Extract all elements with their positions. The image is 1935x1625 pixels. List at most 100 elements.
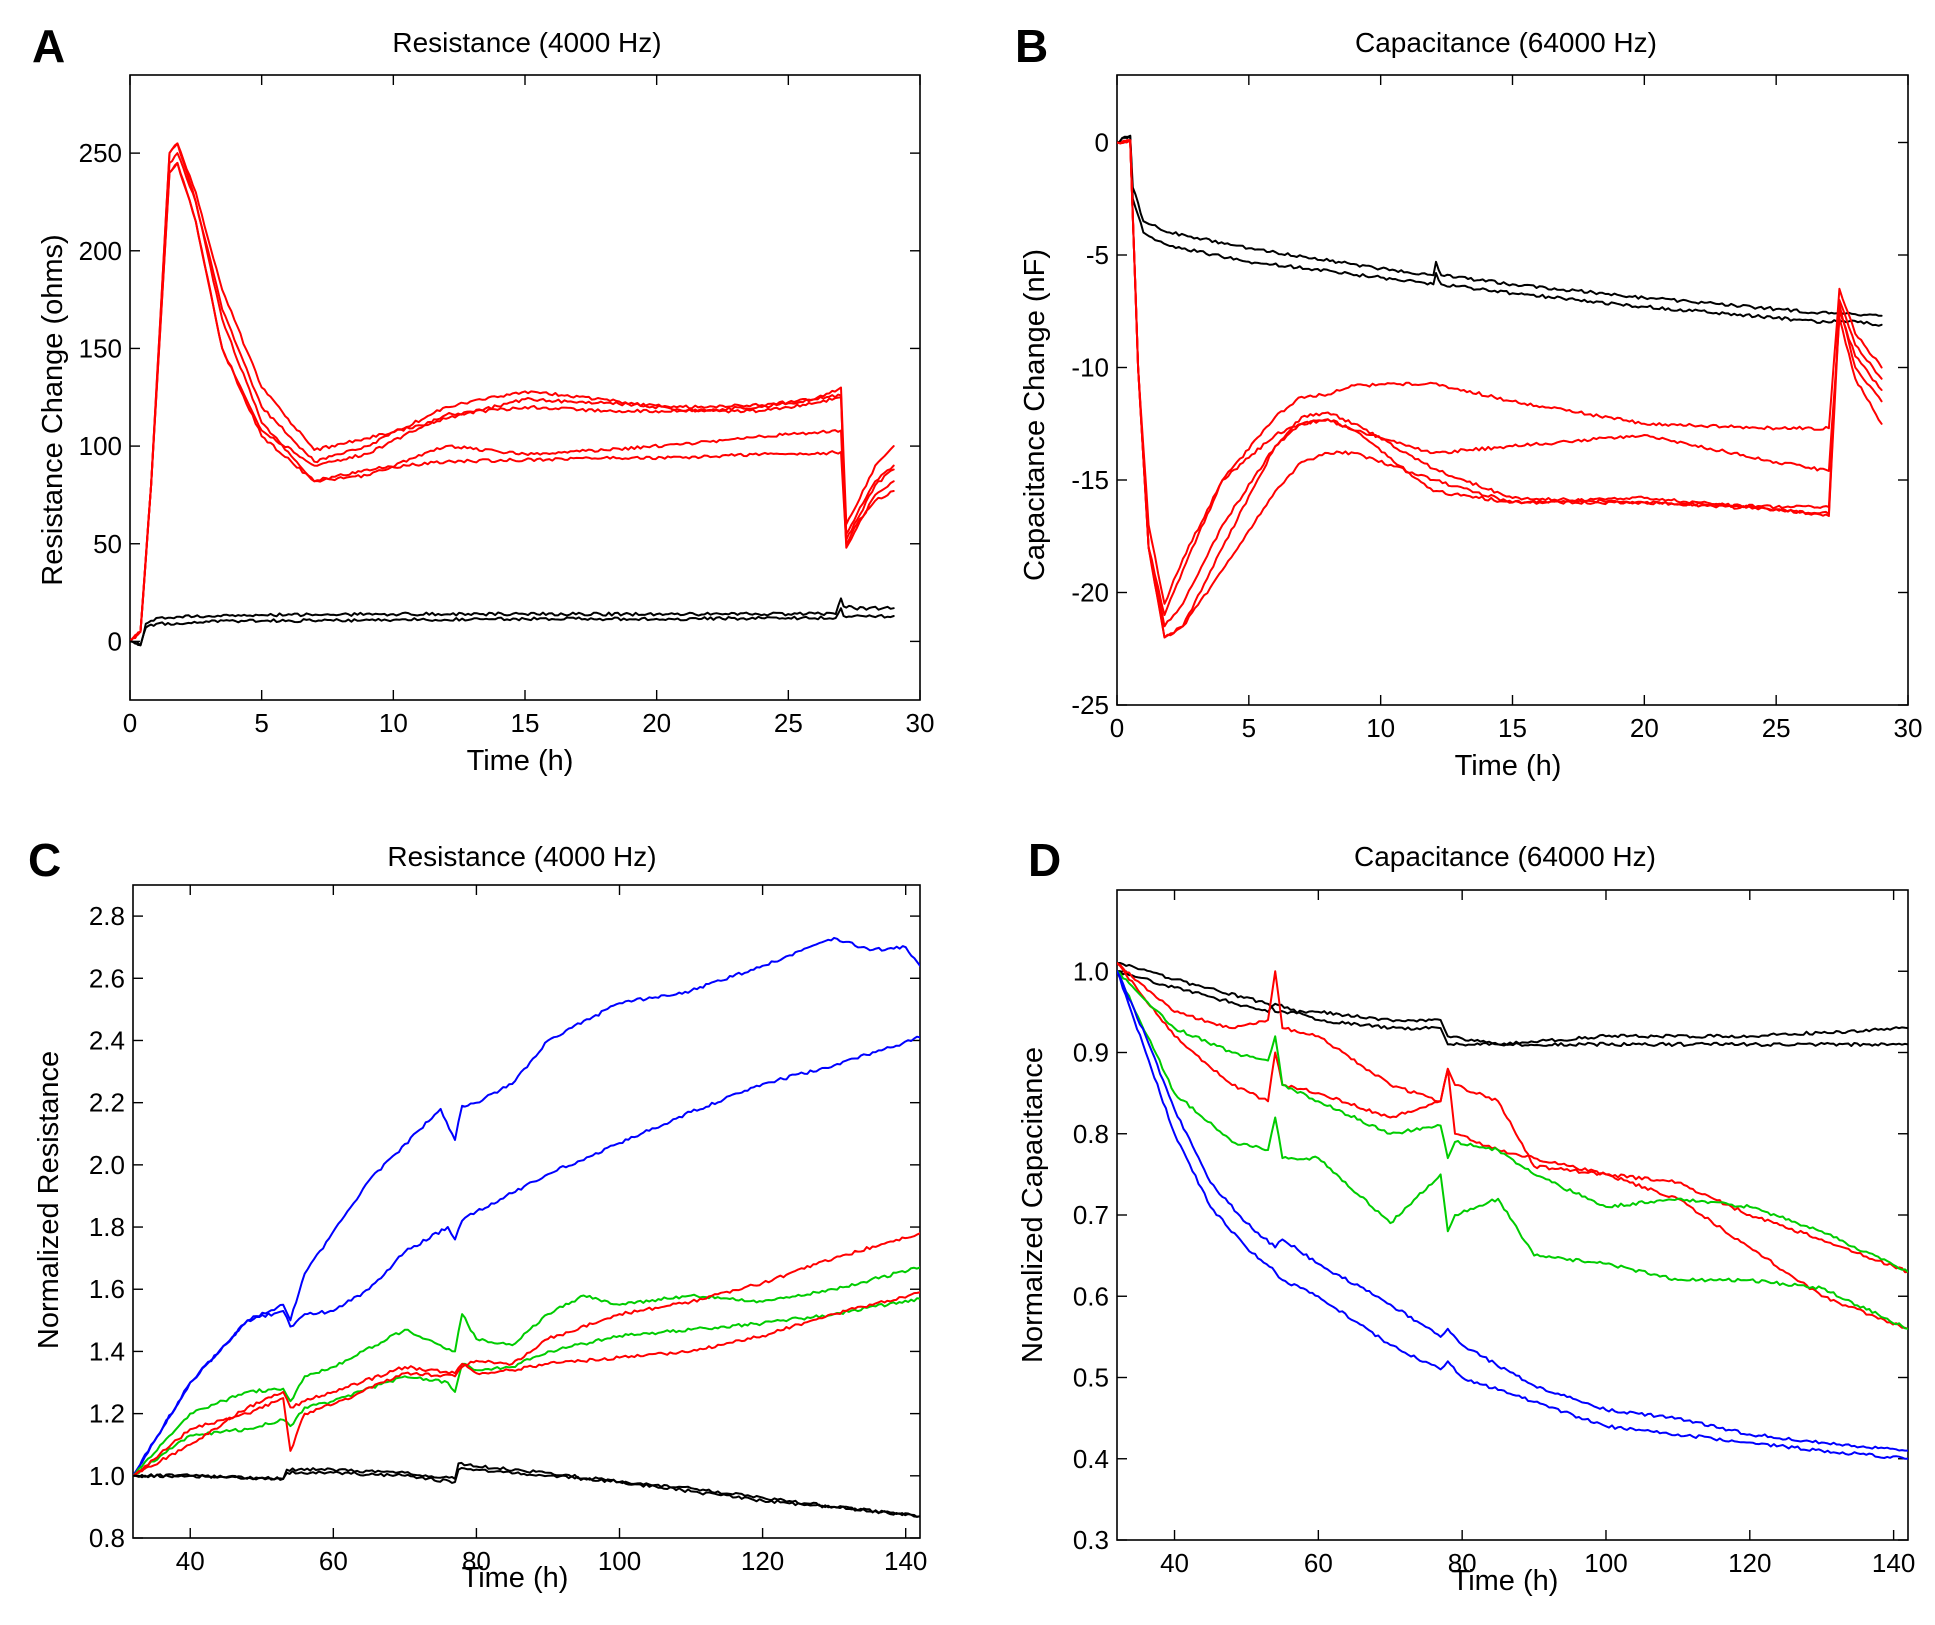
panel-b-plot-area	[1116, 74, 1909, 706]
series-line-blue-1	[133, 936, 920, 1477]
panel-c-plot-area	[132, 884, 921, 1539]
series-line-treated-3	[130, 152, 895, 643]
x-tick-label: 120	[741, 1546, 784, 1576]
x-tick-label: 0	[1110, 713, 1124, 743]
y-tick-label: 150	[79, 333, 122, 363]
panel-d-ylabel: Normalized Capacitance	[1017, 1047, 1049, 1363]
series-line-treated-2	[130, 142, 895, 643]
y-tick-label: 250	[79, 138, 122, 168]
panel-a-plot-area	[129, 74, 921, 701]
series-line-green-2	[1117, 970, 1908, 1330]
panel-c: C Resistance (4000 Hz) Time (h) Normaliz…	[28, 834, 927, 1594]
x-tick-label: 20	[642, 708, 671, 738]
y-tick-label: 2.2	[89, 1088, 125, 1118]
series-line-treated-5	[1117, 139, 1883, 605]
series-line-control-2	[1117, 134, 1883, 327]
y-tick-label: 200	[79, 236, 122, 266]
x-tick-label: 5	[1242, 713, 1256, 743]
panel-c-xlabel: Time (h)	[462, 1562, 569, 1594]
x-tick-label: 60	[319, 1546, 348, 1576]
y-tick-label: -10	[1071, 353, 1109, 383]
panel-d-plot-area	[1116, 889, 1909, 1541]
series-line-black-1	[133, 1461, 920, 1518]
panel-letter-a: A	[32, 20, 65, 72]
panel-letter-d: D	[1028, 834, 1061, 886]
x-tick-label: 80	[1448, 1548, 1477, 1578]
series-line-treated-2	[1117, 139, 1883, 616]
y-tick-label: 0.5	[1073, 1363, 1109, 1393]
series-line-blue-2	[133, 1035, 920, 1477]
panel-letter-c: C	[28, 834, 61, 886]
x-tick-label: 30	[906, 708, 935, 738]
panel-a-title: Resistance (4000 Hz)	[392, 27, 661, 58]
y-tick-label: -15	[1071, 465, 1109, 495]
panel-d-title: Capacitance (64000 Hz)	[1354, 841, 1656, 872]
x-tick-label: 120	[1728, 1548, 1771, 1578]
panel-d-ticks: 40 60 80 100 120 140 0.3 0.4 0.5 0.6 0.7 0.8 0.9 1.0	[1073, 890, 1915, 1578]
x-tick-label: 25	[774, 708, 803, 738]
x-tick-label: 60	[1304, 1548, 1333, 1578]
panel-b: B Capacitance (64000 Hz) Time (h) Capaci…	[1015, 20, 1922, 782]
panel-b-axes-frame	[1116, 74, 1909, 706]
panel-c-ylabel: Normalized Resistance	[33, 1051, 65, 1349]
series-line-control-1	[1117, 134, 1883, 317]
series-line-blue-2	[1117, 970, 1908, 1460]
panel-a-xlabel: Time (h)	[467, 745, 574, 777]
x-tick-label: 140	[1872, 1548, 1915, 1578]
series-line-treated-4	[1117, 139, 1883, 628]
panel-d-xlabel: Time (h)	[1452, 1565, 1559, 1597]
x-tick-label: 0	[123, 708, 137, 738]
panel-d-axes-frame	[1116, 889, 1909, 1541]
series-line-treated-5	[130, 142, 895, 643]
y-tick-label: 0.8	[1073, 1119, 1109, 1149]
y-tick-label: 0	[108, 626, 122, 656]
y-tick-label: 1.0	[1073, 956, 1109, 986]
y-tick-label: 0.9	[1073, 1038, 1109, 1068]
panel-a-ylabel: Resistance Change (ohms)	[37, 234, 69, 585]
series-line-treated-4	[130, 161, 895, 643]
series-line-green-2	[133, 1297, 920, 1477]
y-tick-label: 1.4	[89, 1336, 125, 1366]
panel-a-ticks: 0 5 10 15 20 25 30 0 50 100 150 200 250	[79, 75, 935, 738]
series-line-red-1	[1117, 962, 1908, 1274]
panel-a-axes-frame	[129, 74, 921, 701]
series-line-red-1	[133, 1232, 920, 1477]
x-tick-label: 25	[1762, 713, 1791, 743]
y-tick-label: 1.8	[89, 1212, 125, 1242]
y-tick-label: 50	[93, 529, 122, 559]
y-tick-label: 0.8	[89, 1523, 125, 1553]
series-line-black-2	[1117, 970, 1908, 1047]
panel-d: D Capacitance (64000 Hz) Time (h) Normal…	[1017, 834, 1915, 1597]
panel-a: A Resistance (4000 Hz) Time (h) Resistan…	[32, 20, 934, 777]
y-tick-label: 1.6	[89, 1274, 125, 1304]
series-line-black-2	[133, 1467, 920, 1518]
series-line-red-2	[133, 1291, 920, 1477]
y-tick-label: 2.0	[89, 1150, 125, 1180]
x-tick-label: 30	[1894, 713, 1923, 743]
x-tick-label: 100	[1584, 1548, 1627, 1578]
series-line-treated-1	[1117, 139, 1883, 639]
x-tick-label: 20	[1630, 713, 1659, 743]
y-tick-label: 0.6	[1073, 1281, 1109, 1311]
y-tick-label: 100	[79, 431, 122, 461]
y-tick-label: -25	[1071, 690, 1109, 720]
panel-b-title: Capacitance (64000 Hz)	[1355, 27, 1657, 58]
x-tick-label: 80	[462, 1546, 491, 1576]
panel-b-xlabel: Time (h)	[1455, 750, 1562, 782]
series-line-treated-1	[130, 161, 895, 643]
y-tick-label: 0	[1095, 128, 1109, 158]
series-line-control-1	[130, 607, 895, 647]
y-tick-label: 0.7	[1073, 1200, 1109, 1230]
x-tick-label: 10	[379, 708, 408, 738]
y-tick-label: 1.2	[89, 1399, 125, 1429]
x-tick-label: 40	[1160, 1548, 1189, 1578]
panel-c-axes-frame	[132, 884, 921, 1539]
panel-b-ticks: 0 5 10 15 20 25 30 0 -5 -10 -15 -20 -25	[1071, 75, 1922, 743]
y-tick-label: 0.4	[1073, 1444, 1109, 1474]
y-tick-label: -20	[1071, 578, 1109, 608]
series-line-red-2	[1117, 962, 1908, 1330]
x-tick-label: 40	[176, 1546, 205, 1576]
y-tick-label: 2.8	[89, 901, 125, 931]
series-line-green-1	[1117, 970, 1908, 1273]
